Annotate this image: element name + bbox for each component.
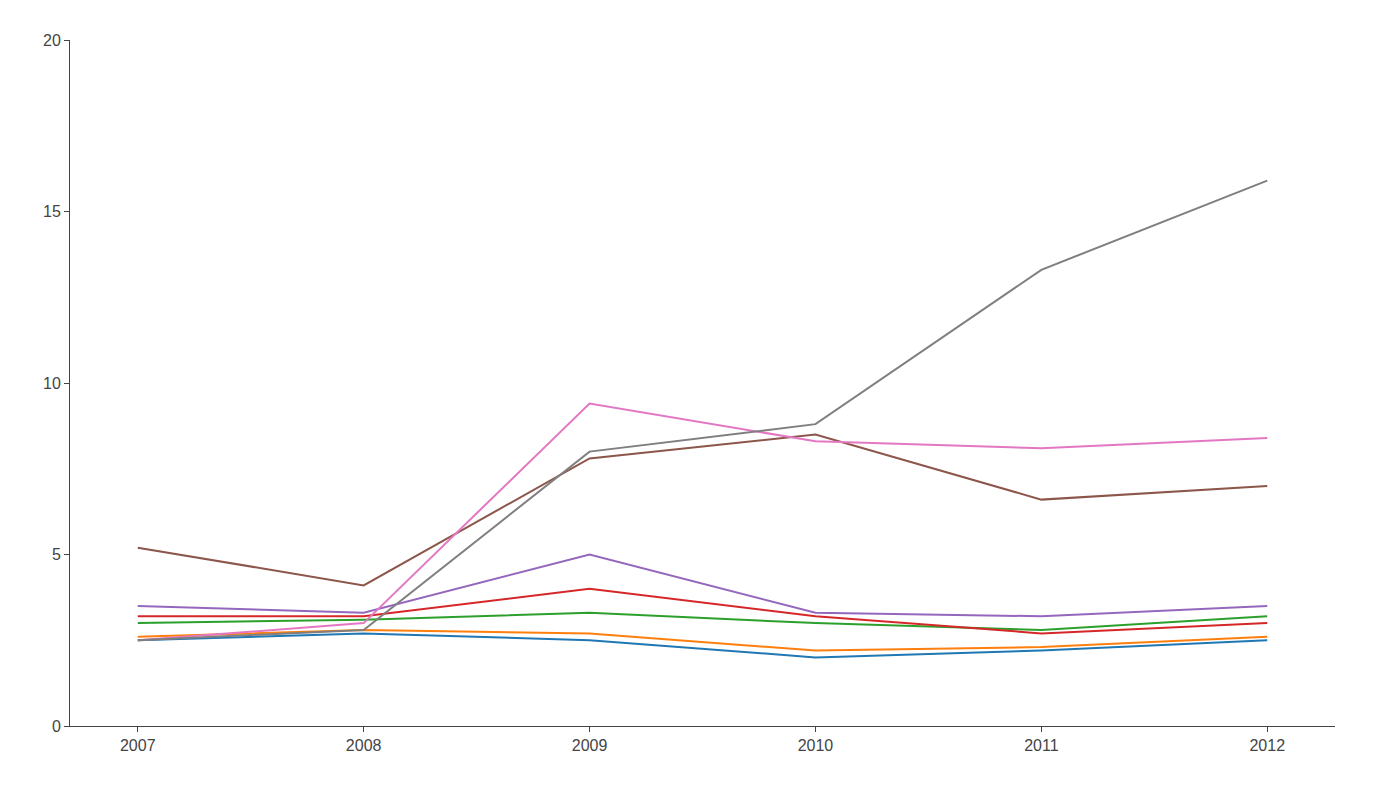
svg-text:2010: 2010 xyxy=(798,737,834,754)
svg-text:5: 5 xyxy=(52,546,61,563)
svg-text:2008: 2008 xyxy=(346,737,382,754)
svg-text:2009: 2009 xyxy=(572,737,608,754)
svg-text:0: 0 xyxy=(52,718,61,735)
svg-text:20: 20 xyxy=(43,32,61,49)
svg-text:2011: 2011 xyxy=(1024,737,1059,754)
svg-text:10: 10 xyxy=(43,375,61,392)
svg-text:15: 15 xyxy=(43,203,61,220)
svg-text:2012: 2012 xyxy=(1249,737,1285,754)
svg-text:2007: 2007 xyxy=(120,737,156,754)
